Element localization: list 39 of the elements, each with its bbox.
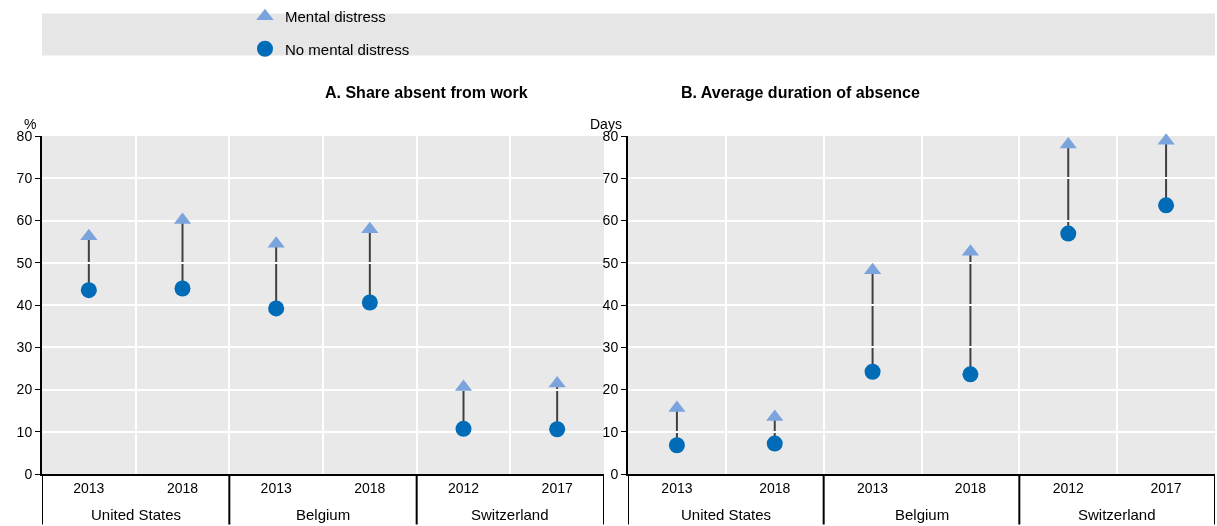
y-tick-label: 50 [16, 254, 33, 271]
y-tick-label: 40 [602, 296, 619, 313]
x-tick-label: 2013 [857, 479, 889, 496]
y-tick-label: 40 [16, 296, 33, 313]
chart-title: B. Average duration of absence [681, 84, 920, 101]
y-tick-label: 30 [602, 339, 619, 356]
x-tick-label: 2017 [541, 479, 573, 496]
y-tick-label: 20 [16, 381, 33, 398]
text: Belgium [296, 506, 351, 523]
chart-title: A. Share absent from work [325, 84, 528, 101]
y-tick-label: 70 [16, 170, 33, 187]
legend-label: No mental distress [284, 40, 410, 58]
y-tick-label: 30 [16, 339, 33, 356]
x-tick-label: 2013 [661, 479, 693, 496]
y-tick-label: 60 [602, 212, 619, 229]
y-axis-title: % [24, 116, 37, 132]
legend-label: Mental distress [284, 8, 386, 26]
x-tick-label: 2012 [447, 479, 480, 496]
x-tick-label: 2018 [354, 479, 386, 496]
x-tick-label: 2018 [166, 479, 199, 496]
y-tick-label: 60 [16, 212, 33, 229]
y-tick-label: 10 [16, 423, 33, 440]
x-tick-label: 2018 [759, 479, 791, 496]
y-tick-label: 20 [602, 381, 619, 398]
text: United States [681, 506, 772, 523]
text: United States [91, 506, 182, 523]
text: Belgium [895, 506, 950, 523]
y-tick-label: 0 [24, 465, 33, 482]
y-tick-label: 70 [602, 170, 619, 187]
x-tick-label: 2017 [1150, 479, 1182, 496]
x-tick-label: 2018 [954, 479, 987, 496]
text: Switzerland [1078, 506, 1156, 523]
x-tick-label: 2013 [260, 479, 292, 496]
y-tick-label: 50 [602, 254, 619, 271]
y-tick-label: 0 [610, 465, 619, 482]
text: Switzerland [471, 506, 549, 523]
x-tick-label: 2012 [1052, 479, 1085, 496]
x-tick-label: 2013 [73, 479, 105, 496]
y-tick-label: 10 [602, 423, 619, 440]
